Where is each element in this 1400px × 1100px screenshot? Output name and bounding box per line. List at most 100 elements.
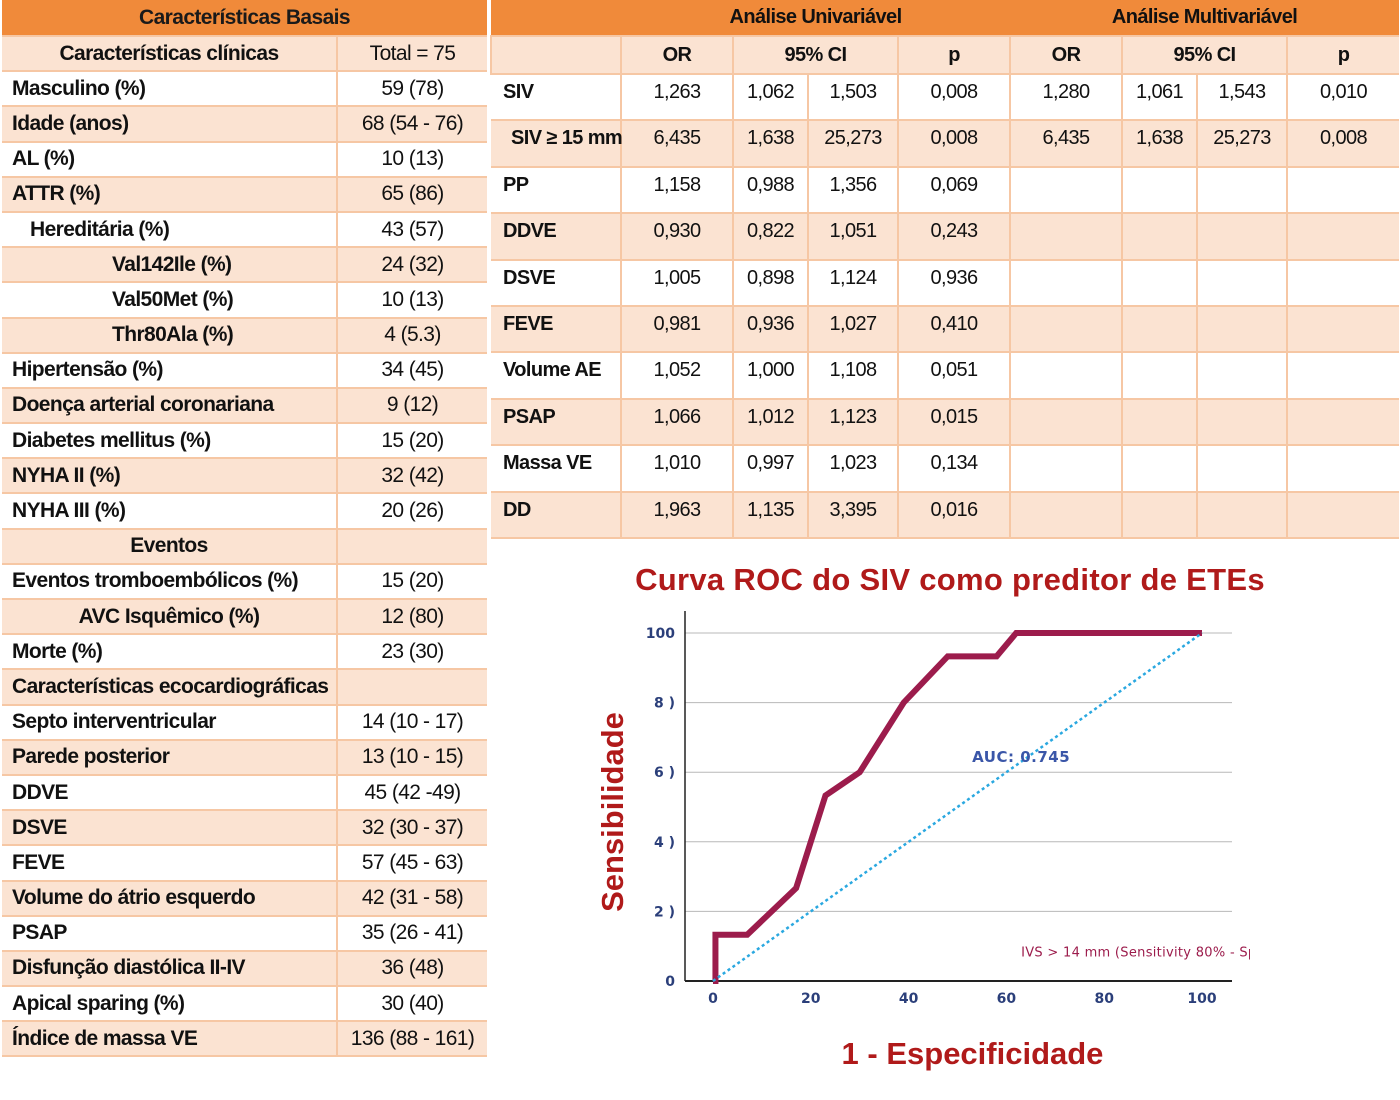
multivariate-value	[1196, 491, 1288, 539]
multivariate-value	[1121, 213, 1198, 261]
row-value: 15 (20)	[335, 423, 488, 460]
y-tick-label: 6 )	[654, 765, 675, 781]
reference-line	[712, 631, 1203, 983]
univariate-value: 0,936	[896, 259, 1011, 307]
row-label: DDVE	[2, 774, 337, 812]
left-table-title: Características Basais	[2, 0, 488, 37]
univariate-value: 0,069	[896, 166, 1011, 215]
multivariate-value: 1,280	[1009, 74, 1123, 122]
univariate-value: 1,503	[807, 74, 898, 122]
table-row: DD 1,963 1,135 3,395 0,016	[491, 491, 1400, 539]
multivariate-value	[1286, 491, 1400, 539]
univariate-value: 0,936	[732, 305, 808, 354]
multivariate-value	[1009, 491, 1123, 539]
row-label: Índice de massa VE	[2, 1021, 337, 1058]
row-label: Volume AE	[491, 352, 621, 400]
x-tick-label: 0	[708, 991, 718, 1007]
univariate-value: 0,930	[620, 213, 733, 261]
multivariate-value	[1196, 213, 1288, 261]
table-row: Diabetes mellitus (%) 15 (20)	[2, 423, 488, 460]
table-row: Volume do átrio esquerdo 42 (31 - 58)	[2, 880, 488, 917]
multivariate-value	[1121, 445, 1198, 493]
row-label: Val50Met (%)	[2, 282, 337, 319]
row-value: 32 (30 - 37)	[335, 810, 488, 847]
row-label: FEVE	[491, 305, 621, 354]
univariate-value: 1,012	[732, 398, 808, 447]
row-value: 12 (80)	[335, 599, 488, 636]
row-label: Idade (anos)	[2, 106, 337, 143]
table-row: Massa VE 1,010 0,997 1,023 0,134	[491, 445, 1400, 493]
row-label: Doença arterial coronariana	[2, 387, 337, 425]
multivariate-value	[1009, 352, 1123, 400]
table-row: FEVE 0,981 0,936 1,027 0,410	[491, 305, 1400, 354]
multivariate-value	[1009, 166, 1123, 215]
row-label: Eventos	[2, 528, 337, 565]
row-value: 10 (13)	[335, 141, 488, 178]
multivariate-value	[1196, 259, 1288, 307]
row-value: 43 (57)	[335, 211, 488, 249]
row-value	[335, 669, 488, 706]
row-label: Volume do átrio esquerdo	[2, 880, 337, 917]
roc-curve	[712, 630, 1202, 984]
row-label: Massa VE	[491, 445, 621, 493]
table-row: Hipertensão (%) 34 (45)	[2, 352, 488, 389]
univariate-value: 1,356	[807, 166, 898, 215]
y-tick-label: 2 )	[654, 904, 675, 920]
multivariate-value	[1196, 445, 1288, 493]
row-label: AVC Isquêmico (%)	[2, 599, 337, 636]
row-label: SIV	[491, 74, 621, 122]
row-label: NYHA II (%)	[2, 458, 337, 495]
left-table-header-row: Características clínicas Total = 75	[2, 36, 488, 73]
table-row: Índice de massa VE 136 (88 - 161)	[2, 1021, 488, 1058]
table-row: PSAP 1,066 1,012 1,123 0,015	[491, 398, 1400, 447]
x-tick-label: 80	[1094, 991, 1114, 1007]
univariate-value: 1,124	[807, 259, 898, 307]
table-row: FEVE 57 (45 - 63)	[2, 845, 488, 882]
row-label: Val142Ile (%)	[2, 247, 337, 284]
multivariate-value	[1009, 398, 1123, 447]
table-row: Val50Met (%) 10 (13)	[2, 282, 488, 319]
table-row: Hereditária (%) 43 (57)	[2, 211, 488, 249]
row-label: Thr80Ala (%)	[2, 317, 337, 354]
x-tick-label: 40	[899, 991, 919, 1007]
multivariate-value	[1286, 305, 1400, 354]
multivariate-value	[1121, 398, 1198, 447]
multivariate-value	[1286, 259, 1400, 307]
row-value: 136 (88 - 161)	[335, 1021, 488, 1058]
table-row: SIV 1,263 1,062 1,503 0,008 1,280 1,061 1,543 0,…	[491, 74, 1400, 122]
row-label: Masculino (%)	[2, 71, 337, 108]
row-label: Apical sparing (%)	[2, 986, 337, 1023]
x-axis-label: 1 - Especificidade	[842, 1036, 1104, 1071]
univariate-value: 1,963	[620, 491, 733, 539]
table-row: DDVE 45 (42 -49)	[2, 774, 488, 812]
right-table-header-row: OR 95% CI p OR 95% CI p	[490, 36, 1400, 75]
cutoff-annotation: IVS > 14 mm (Sensitivity 80% - Specifici…	[1021, 946, 1250, 961]
table-row: DSVE 32 (30 - 37)	[2, 810, 488, 847]
table-row: Septo interventricular 14 (10 - 17)	[2, 704, 488, 741]
row-label: DD	[491, 491, 621, 539]
univariate-value: 1,638	[732, 120, 808, 168]
univariate-value: 1,066	[620, 398, 733, 447]
regression-analysis-table: Análise Univariável Análise Multivariável…	[490, 0, 1400, 539]
header-or: OR	[620, 36, 733, 75]
multivariate-value	[1286, 166, 1400, 215]
x-tick-label: 60	[997, 991, 1017, 1007]
row-label: DSVE	[491, 259, 621, 307]
multivariate-value	[1009, 445, 1123, 493]
table-row: Val142Ile (%) 24 (32)	[2, 247, 488, 284]
row-label: Septo interventricular	[2, 704, 337, 741]
univariate-value: 6,435	[620, 120, 733, 168]
row-value: 57 (45 - 63)	[335, 845, 488, 882]
row-value: 36 (48)	[335, 950, 488, 988]
header-or: OR	[1009, 36, 1123, 75]
multivariate-value	[1196, 398, 1288, 447]
row-value: 14 (10 - 17)	[335, 704, 488, 741]
univariate-value: 0,051	[896, 352, 1011, 400]
row-value: 32 (42)	[335, 458, 488, 495]
univariate-value: 0,134	[896, 445, 1011, 493]
left-table-header-label: Características clínicas	[2, 36, 337, 73]
table-row: PP 1,158 0,988 1,356 0,069	[491, 166, 1400, 215]
univariate-value: 1,023	[807, 445, 898, 493]
univariate-value: 1,135	[732, 491, 808, 539]
row-label: Eventos tromboembólicos (%)	[2, 563, 337, 601]
